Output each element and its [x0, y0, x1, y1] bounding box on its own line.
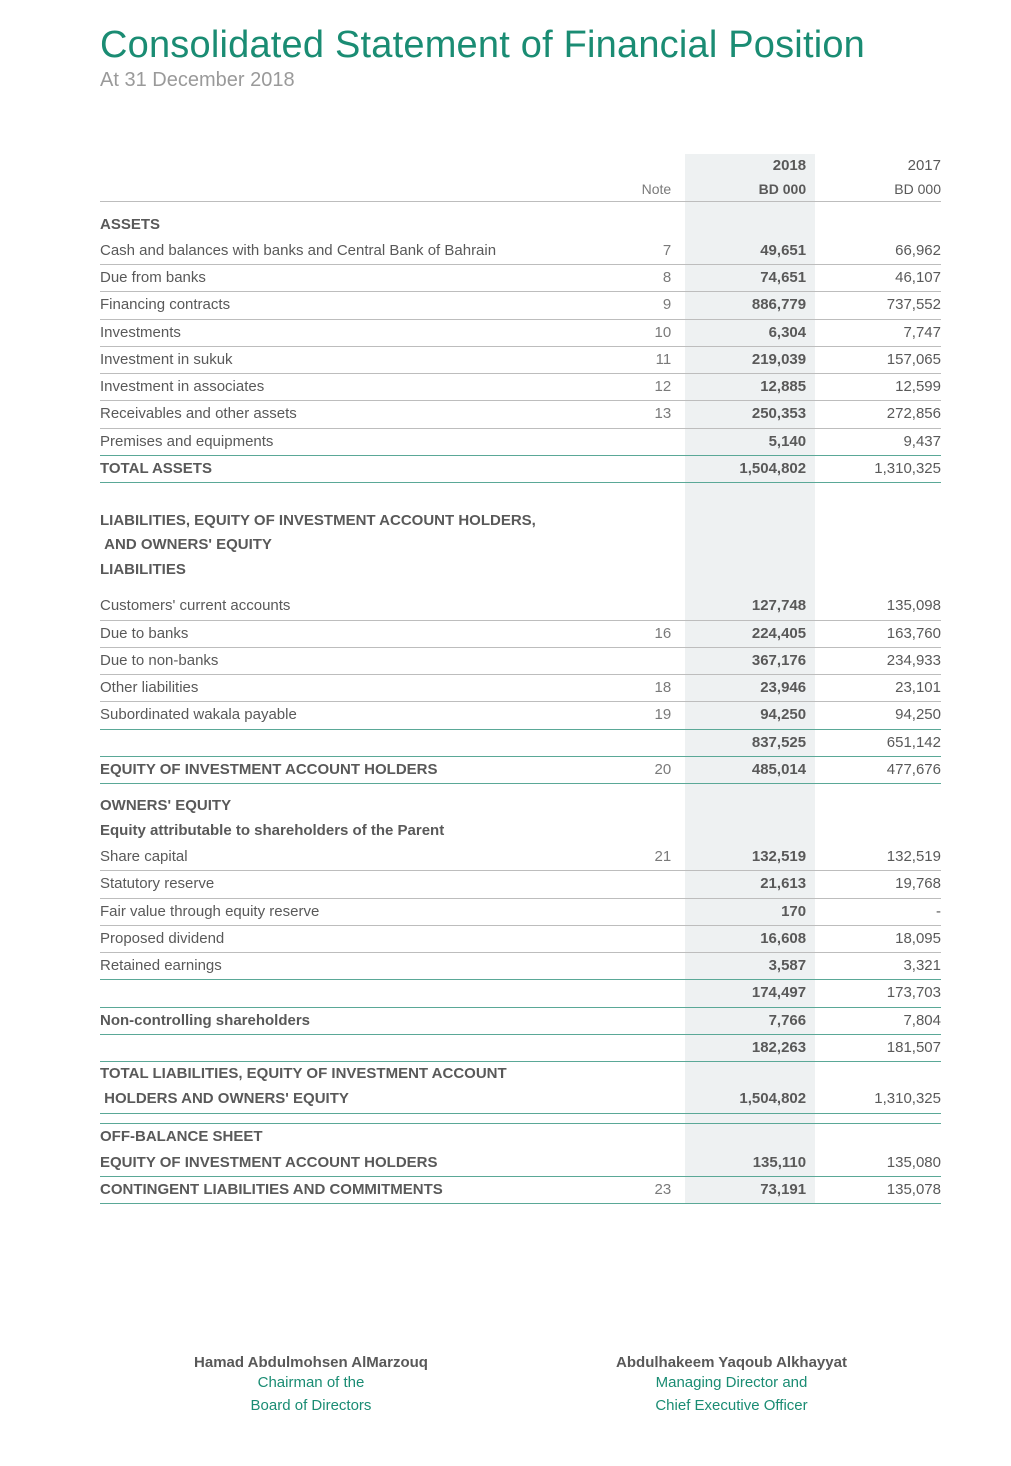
signature-ceo-role-1: Managing Director and — [616, 1373, 847, 1393]
statement-table: 2018 2017 Note BD 000 BD 000 ASSETS Cash… — [100, 154, 941, 1204]
row-contingent: CONTINGENT LIABILITIES AND COMMITMENTS 2… — [100, 1177, 941, 1204]
row-total-assets: TOTAL ASSETS 1,504,802 1,310,325 — [100, 455, 941, 482]
statement-table-wrap: 2018 2017 Note BD 000 BD 000 ASSETS Cash… — [100, 154, 941, 1204]
section-liab-heading-1: LIABILITIES, EQUITY OF INVESTMENT ACCOUN… — [100, 509, 941, 533]
row-fvte: Fair value through equity reserve 170 - — [100, 898, 941, 925]
header-note: Note — [624, 178, 689, 201]
row-recv: Receivables and other assets 13 250,353 … — [100, 401, 941, 428]
signature-ceo-name: Abdulhakeem Yaqoub Alkhayyat — [616, 1354, 847, 1371]
row-sub-wakala: Subordinated wakala payable 19 94,250 94… — [100, 702, 941, 729]
header-unit-2018: BD 000 — [689, 178, 820, 201]
signatures: Hamad Abdulmohsen AlMarzouq Chairman of … — [100, 1354, 941, 1416]
header-2018: 2018 — [689, 154, 820, 178]
table-header-years: 2018 2017 — [100, 154, 941, 178]
row-other-liab: Other liabilities 18 23,946 23,101 — [100, 675, 941, 702]
row-prop-div: Proposed dividend 16,608 18,095 — [100, 925, 941, 952]
page-title: Consolidated Statement of Financial Posi… — [100, 24, 941, 67]
row-grand-total-l1: TOTAL LIABILITIES, EQUITY OF INVESTMENT … — [100, 1062, 941, 1087]
row-equity-total: 182,263 181,507 — [100, 1034, 941, 1061]
row-due-to-banks: Due to banks 16 224,405 163,760 — [100, 620, 941, 647]
row-eqiah: EQUITY OF INVESTMENT ACCOUNT HOLDERS 20 … — [100, 756, 941, 783]
row-obs-eqiah: EQUITY OF INVESTMENT ACCOUNT HOLDERS 135… — [100, 1150, 941, 1177]
row-ret-earn: Retained earnings 3,587 3,321 — [100, 953, 941, 980]
section-owners-equity: OWNERS' EQUITY — [100, 794, 941, 818]
row-financing: Financing contracts 9 886,779 737,552 — [100, 292, 941, 319]
signature-chairman-name: Hamad Abdulmohsen AlMarzouq — [194, 1354, 428, 1371]
row-due-to-nonbanks: Due to non-banks 367,176 234,933 — [100, 647, 941, 674]
table-header-units: Note BD 000 BD 000 — [100, 178, 941, 201]
section-assets: ASSETS — [100, 212, 941, 238]
signature-ceo-role-2: Chief Executive Officer — [616, 1396, 847, 1416]
row-share-cap: Share capital 21 132,519 132,519 — [100, 844, 941, 871]
row-liab-subtotal: 837,525 651,142 — [100, 729, 941, 756]
row-investments: Investments 10 6,304 7,747 — [100, 319, 941, 346]
row-cash: Cash and balances with banks and Central… — [100, 238, 941, 265]
signature-ceo: Abdulhakeem Yaqoub Alkhayyat Managing Di… — [616, 1354, 847, 1416]
page: Consolidated Statement of Financial Posi… — [0, 0, 1011, 1466]
signature-chairman-role-1: Chairman of the — [194, 1373, 428, 1393]
row-nci: Non-controlling shareholders 7,766 7,804 — [100, 1007, 941, 1034]
header-unit-2017: BD 000 — [820, 178, 941, 201]
row-grand-total: HOLDERS AND OWNERS' EQUITY 1,504,802 1,3… — [100, 1086, 941, 1113]
signature-chairman: Hamad Abdulmohsen AlMarzouq Chairman of … — [194, 1354, 428, 1416]
row-parent-subtotal: 174,497 173,703 — [100, 980, 941, 1007]
row-sukuk: Investment in sukuk 11 219,039 157,065 — [100, 346, 941, 373]
row-due-from: Due from banks 8 74,651 46,107 — [100, 265, 941, 292]
row-cust-curr: Customers' current accounts 127,748 135,… — [100, 593, 941, 620]
row-assoc: Investment in associates 12 12,885 12,59… — [100, 374, 941, 401]
section-eq-attrib: Equity attributable to shareholders of t… — [100, 818, 941, 844]
section-liabilities: LIABILITIES — [100, 557, 941, 583]
section-liab-heading-2: AND OWNERS' EQUITY — [100, 533, 941, 557]
row-stat-res: Statutory reserve 21,613 19,768 — [100, 871, 941, 898]
header-2017: 2017 — [820, 154, 941, 178]
page-subtitle: At 31 December 2018 — [100, 69, 941, 92]
signature-chairman-role-2: Board of Directors — [194, 1396, 428, 1416]
row-premises: Premises and equipments 5,140 9,437 — [100, 428, 941, 455]
section-off-bs: OFF-BALANCE SHEET — [100, 1123, 941, 1150]
